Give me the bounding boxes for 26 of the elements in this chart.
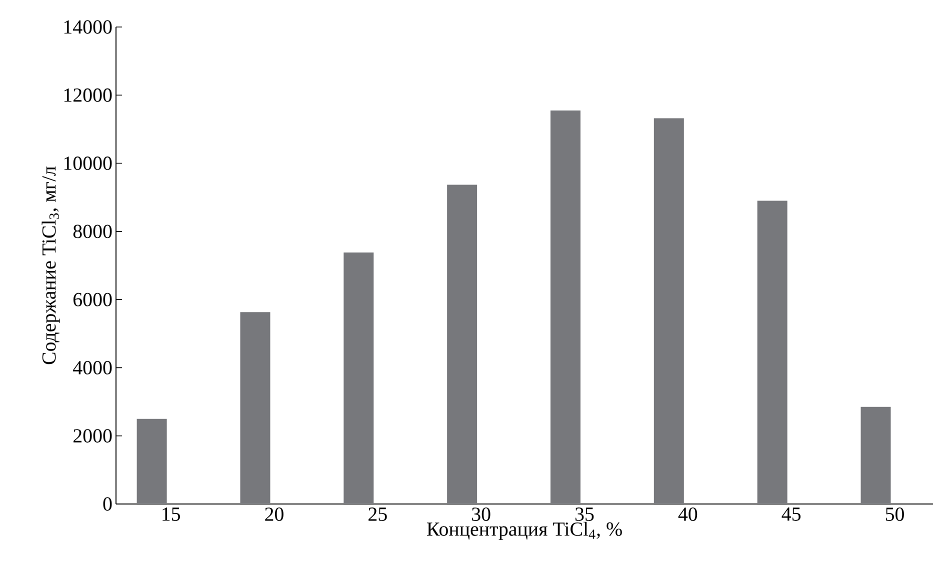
y-tick-label: 10000: [64, 156, 112, 170]
y-tick-label: 14000: [64, 20, 112, 34]
bar: [654, 118, 684, 504]
y-tick-label: 8000: [73, 224, 112, 238]
y-tick-label: 2000: [74, 429, 112, 443]
bar: [136, 418, 167, 504]
bar: [447, 184, 478, 504]
x-tick-label: 50: [886, 508, 904, 521]
x-tick-label: 30: [472, 508, 490, 521]
x-axis-title: Концентрация TiCl$_{4}$, %: [426, 522, 622, 540]
y-tick-label: 6000: [73, 292, 112, 306]
x-tick-label: 25: [368, 508, 387, 521]
bar: [860, 406, 891, 504]
bar: [757, 200, 788, 504]
y-tick-label: 12000: [64, 88, 112, 102]
bar: [344, 252, 374, 504]
y-tick-label: 4000: [73, 360, 112, 374]
y-tick-label: 0: [103, 497, 112, 511]
bar: [550, 110, 580, 504]
y-axis-title: Содержание TiCl$_{3}$, мг/л: [42, 166, 60, 364]
x-tick-label: 15: [162, 508, 180, 521]
x-tick-label: 40: [678, 508, 698, 521]
x-tick-label: 35: [575, 508, 594, 521]
bar: [240, 312, 270, 504]
x-tick-label: 45: [782, 508, 801, 521]
x-tick-label: 20: [265, 508, 284, 521]
